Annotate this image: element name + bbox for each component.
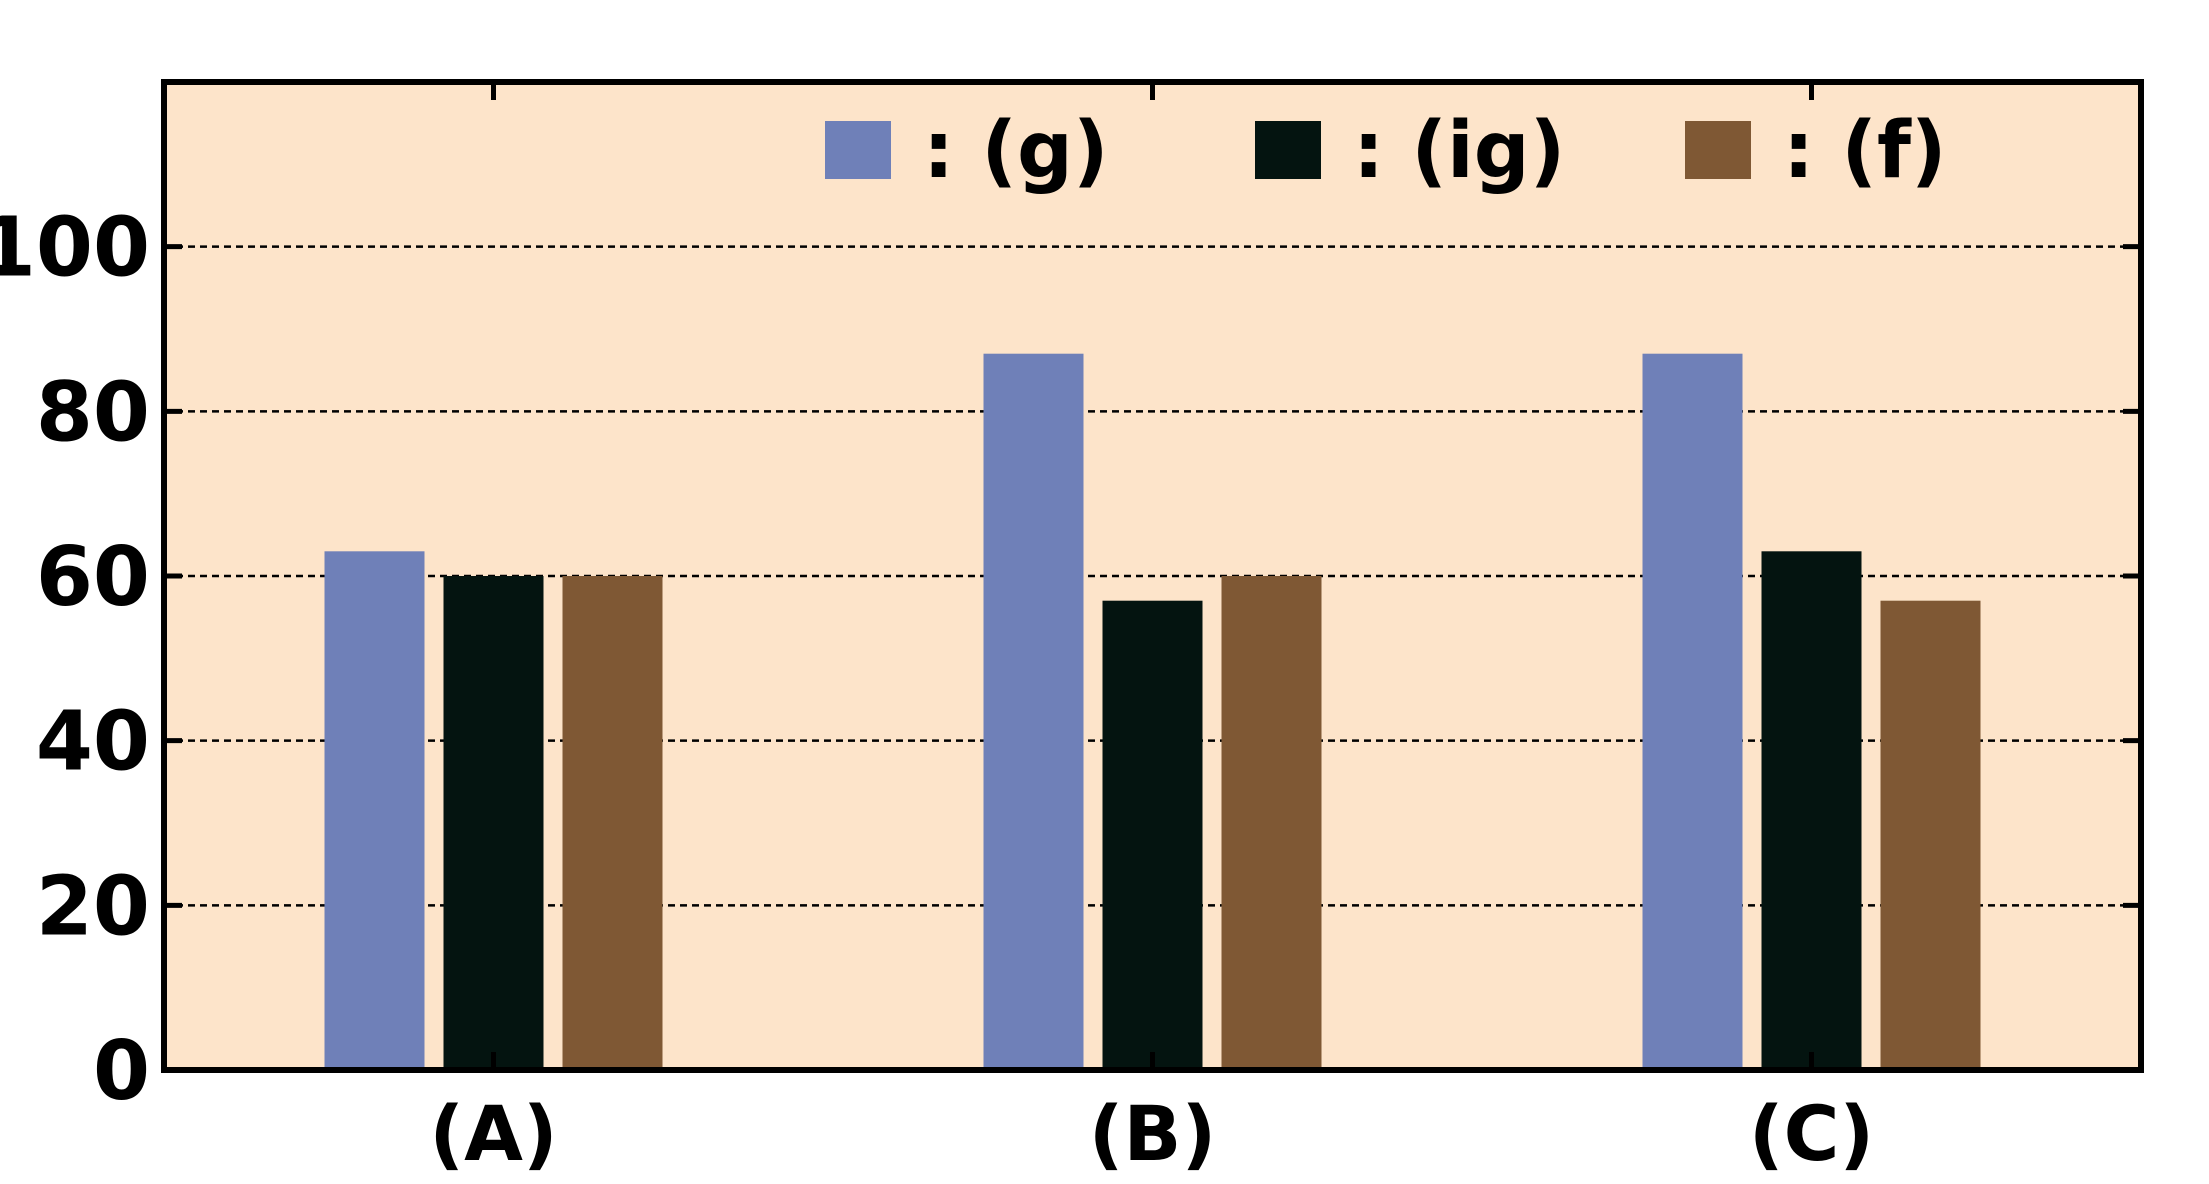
bar xyxy=(1102,600,1203,1070)
bar xyxy=(562,576,663,1070)
bars xyxy=(324,353,1981,1070)
bar xyxy=(1642,353,1743,1070)
bar xyxy=(324,551,425,1070)
y-axis-tick-labels: 0 20 40 60 80 100 xyxy=(0,201,150,1119)
y-tick-label: 20 xyxy=(36,859,150,954)
legend-swatch xyxy=(1685,121,1751,179)
x-category-label: (C) xyxy=(1749,1089,1874,1178)
x-axis-category-labels: (A) (B) (C) xyxy=(429,1089,1874,1178)
legend-swatch xyxy=(1255,121,1321,179)
legend-label: : (ig) xyxy=(1353,106,1565,196)
x-category-label: (B) xyxy=(1089,1089,1216,1178)
bar xyxy=(1880,600,1981,1070)
bar xyxy=(443,576,544,1070)
bar xyxy=(983,353,1084,1070)
y-tick-label: 40 xyxy=(36,695,150,790)
y-tick-label: 80 xyxy=(36,365,150,460)
axis-ticks xyxy=(164,82,2141,1073)
legend-swatch xyxy=(825,121,891,179)
bar xyxy=(1221,576,1322,1070)
y-tick-label: 60 xyxy=(36,530,150,625)
y-tick-label: 0 xyxy=(93,1024,150,1119)
x-category-label: (A) xyxy=(429,1089,557,1178)
bar xyxy=(1761,551,1862,1070)
y-tick-label: 100 xyxy=(0,201,150,296)
legend-label: : (f) xyxy=(1783,106,1947,196)
legend: : (g) : (ig) : (f) xyxy=(825,106,1947,196)
legend-label: : (g) xyxy=(923,106,1108,196)
